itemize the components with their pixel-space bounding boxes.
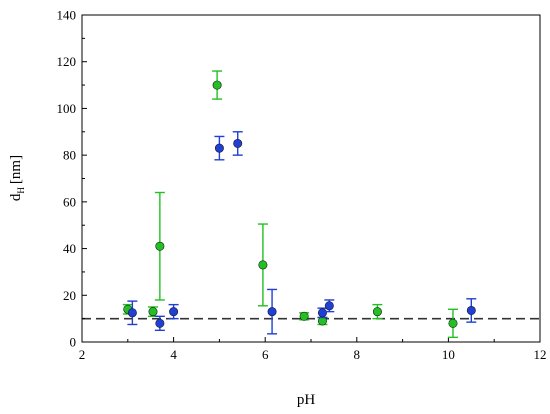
x-tick-label: 4 xyxy=(170,347,177,362)
data-point xyxy=(466,305,476,315)
plot-frame xyxy=(81,14,541,343)
y-tick-label: 20 xyxy=(63,288,76,303)
data-point xyxy=(148,307,158,317)
data-point xyxy=(317,308,327,318)
series-1 xyxy=(122,70,458,339)
y-tick-label: 80 xyxy=(63,148,76,163)
x-axis-title: pH xyxy=(297,392,316,408)
data-point xyxy=(299,311,309,321)
y-tick-label: 0 xyxy=(70,335,77,350)
data-point xyxy=(212,80,222,90)
y-tick-label: 140 xyxy=(57,8,77,23)
y-axis-title-main: d xyxy=(8,193,24,201)
data-point xyxy=(324,301,334,311)
x-tick-label: 8 xyxy=(354,347,361,362)
y-tick-label: 100 xyxy=(57,101,77,116)
x-tick-label: 6 xyxy=(262,347,269,362)
data-point xyxy=(267,307,277,317)
data-point xyxy=(155,318,165,328)
x-tick-label: 12 xyxy=(534,347,547,362)
y-tick-label: 120 xyxy=(57,54,77,69)
y-axis-title-subscript: H xyxy=(16,187,26,194)
data-point xyxy=(372,307,382,317)
y-tick-label: 40 xyxy=(63,241,76,256)
data-point xyxy=(155,241,165,251)
x-tick-label: 2 xyxy=(79,347,86,362)
data-point xyxy=(127,308,137,318)
y-axis-title-unit: [nm] xyxy=(8,155,24,184)
data-point xyxy=(448,318,458,328)
data-point xyxy=(233,138,243,148)
data-point xyxy=(169,307,179,317)
y-axis-title: dH [nm] xyxy=(8,155,26,201)
data-point xyxy=(214,143,224,153)
data-layer xyxy=(122,70,477,339)
series-2 xyxy=(127,131,477,335)
y-tick-label: 60 xyxy=(63,194,76,209)
x-tick-label: 10 xyxy=(442,347,455,362)
data-point xyxy=(258,260,268,270)
